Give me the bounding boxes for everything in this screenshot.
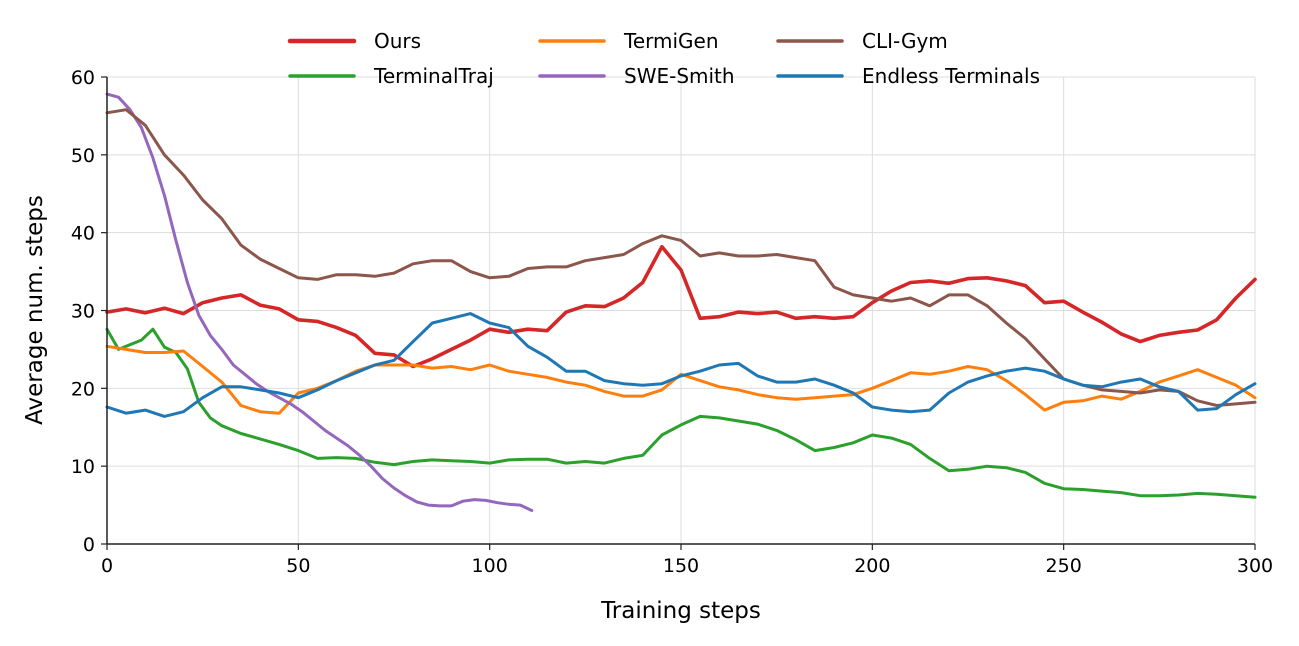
legend-item-terminaltraj: TerminalTraj	[288, 64, 494, 88]
y-tick-label: 40	[71, 223, 95, 245]
legend-label: TermiGen	[623, 29, 719, 53]
y-tick-label: 20	[71, 378, 95, 400]
x-axis-label: Training steps	[600, 598, 761, 624]
legend-item-ours: Ours	[287, 29, 421, 53]
x-tick-label: 200	[854, 555, 890, 577]
y-tick-label: 0	[83, 534, 95, 556]
y-tick-label: 30	[71, 301, 95, 323]
legend: Ours TerminalTraj TermiGen SWE-Smith CLI-Gym…	[287, 29, 1040, 88]
series-line-ours	[105, 244, 1257, 369]
legend-item-cli-gym: CLI-Gym	[776, 29, 948, 53]
legend-label: SWE-Smith	[624, 64, 735, 88]
ticks: 0 50 100 150 200 250 300 0 10 20 30 40 50 60	[71, 67, 1273, 577]
legend-item-endless-terminals: Endless Terminals	[776, 64, 1040, 88]
legend-item-termigen: TermiGen	[538, 29, 719, 53]
legend-label: Ours	[374, 29, 421, 53]
series-line-termigen	[105, 344, 1257, 415]
legend-label: Endless Terminals	[862, 64, 1040, 88]
x-tick-label: 0	[101, 555, 113, 577]
series-line-swe-smith	[105, 92, 534, 512]
y-tick-label: 50	[71, 145, 95, 167]
legend-item-swe-smith: SWE-Smith	[538, 64, 735, 88]
y-tick-label: 10	[71, 456, 95, 478]
x-tick-label: 250	[1046, 555, 1082, 577]
series-lines	[105, 92, 1257, 512]
series-line-endless-terminals	[105, 312, 1257, 418]
x-tick-label: 300	[1237, 555, 1273, 577]
x-tick-label: 150	[663, 555, 699, 577]
series-line-terminaltraj	[105, 327, 1257, 499]
x-tick-label: 100	[472, 555, 508, 577]
x-tick-label: 50	[286, 555, 310, 577]
y-tick-label: 60	[71, 67, 95, 89]
legend-label: TerminalTraj	[373, 64, 494, 88]
legend-label: CLI-Gym	[862, 29, 948, 53]
y-axis-label: Average num. steps	[22, 195, 48, 425]
